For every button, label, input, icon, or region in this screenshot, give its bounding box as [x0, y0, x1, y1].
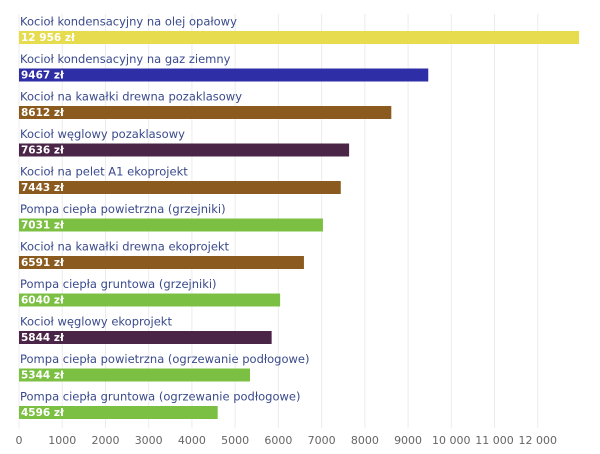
- bar: [19, 256, 304, 269]
- x-tick-label: 9000: [394, 434, 422, 447]
- bar: [19, 331, 272, 344]
- x-tick-label: 6000: [264, 434, 292, 447]
- value-label: 7031 zł: [21, 220, 65, 232]
- x-tick-label: 7000: [308, 434, 336, 447]
- bar: [19, 31, 580, 44]
- x-tick-label: 2000: [91, 434, 119, 447]
- category-label: Kocioł kondensacyjny na gaz ziemny: [20, 52, 231, 66]
- x-tick-label: 3000: [135, 434, 163, 447]
- category-label: Kocioł węglowy ekoprojekt: [20, 315, 172, 329]
- category-label: Pompa ciepła gruntowa (ogrzewanie podłog…: [20, 390, 300, 404]
- bar: [19, 293, 281, 307]
- x-tick-label: 4000: [178, 434, 206, 447]
- bar: [19, 143, 350, 157]
- value-label: 12 956 zł: [21, 32, 76, 44]
- bar: [19, 181, 341, 194]
- value-label: 6591 zł: [21, 257, 65, 269]
- bar: [19, 68, 429, 82]
- value-label: 8612 zł: [21, 107, 65, 119]
- x-tick-label: 12 000: [519, 434, 558, 447]
- value-label: 7443 zł: [21, 182, 65, 194]
- value-label: 7636 zł: [21, 145, 65, 157]
- value-label: 5844 zł: [21, 332, 65, 344]
- x-tick-label: 11 000: [475, 434, 514, 447]
- value-label: 9467 zł: [21, 70, 65, 82]
- bar: [19, 218, 323, 232]
- x-tick-label: 8000: [351, 434, 379, 447]
- bar: [19, 406, 218, 419]
- x-tick-label: 1000: [48, 434, 76, 447]
- category-label: Kocioł na kawałki drewna pozaklasowy: [20, 90, 242, 104]
- value-label: 4596 zł: [21, 407, 65, 419]
- category-label: Kocioł węglowy pozaklasowy: [20, 127, 185, 141]
- category-label: Pompa ciepła powietrzna (grzejniki): [20, 202, 226, 216]
- value-label: 5344 zł: [21, 370, 65, 382]
- x-tick-label: 10 000: [432, 434, 471, 447]
- value-label: 6040 zł: [21, 295, 65, 307]
- bar: [19, 106, 392, 119]
- x-tick-label: 5000: [221, 434, 249, 447]
- category-label: Kocioł kondensacyjny na olej opałowy: [20, 15, 237, 29]
- category-label: Kocioł na pelet A1 ekoprojekt: [20, 165, 188, 179]
- category-label: Kocioł na kawałki drewna ekoprojekt: [20, 240, 230, 254]
- bar: [19, 368, 251, 382]
- category-label: Pompa ciepła powietrzna (ogrzewanie podł…: [20, 352, 309, 366]
- category-label: Pompa ciepła gruntowa (grzejniki): [20, 277, 217, 291]
- x-tick-label: 0: [16, 434, 23, 447]
